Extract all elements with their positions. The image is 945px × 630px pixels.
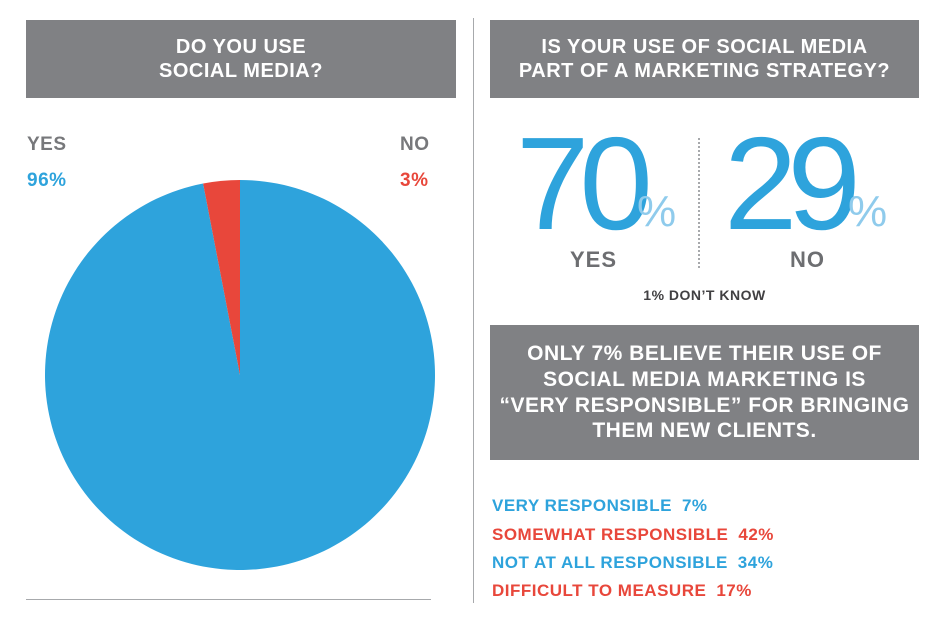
strategy-yes-percent-sign: %	[637, 187, 677, 236]
pie-no-label: NO	[400, 134, 430, 155]
responsibility-row-very: VERY RESPONSIBLE 7%	[492, 496, 708, 516]
note-line: ONLY 7% BELIEVE THEIR USE OF	[527, 342, 882, 366]
strategy-yes-number: 70	[516, 110, 653, 257]
strategy-no-number: 29	[724, 110, 861, 257]
responsibility-value: 7%	[681, 496, 708, 515]
note-line: “VERY RESPONSIBLE” FOR BRINGING	[499, 393, 910, 417]
responsibility-row-difficult: DIFFICULT TO MEASURE 17%	[492, 581, 752, 601]
question-line: DO YOU USE	[175, 35, 307, 58]
question-marketing-strategy-banner: IS YOUR USE OF SOCIAL MEDIA PART OF A MA…	[490, 20, 919, 98]
responsibility-label: DIFFICULT TO MEASURE	[492, 581, 707, 600]
responsibility-label: VERY RESPONSIBLE	[492, 496, 672, 515]
question-line: IS YOUR USE OF SOCIAL MEDIA	[541, 35, 868, 58]
pie-no-value: 3%	[400, 170, 429, 191]
strategy-no-percent-sign: %	[848, 187, 888, 236]
responsibility-label: NOT AT ALL RESPONSIBLE	[492, 553, 728, 572]
note-line: SOCIAL MEDIA MARKETING IS	[543, 367, 866, 391]
panel-divider	[473, 18, 474, 603]
responsibility-value: 34%	[737, 553, 774, 572]
strategy-yes-label: YES	[570, 247, 618, 272]
pie-yes-label: YES	[27, 134, 67, 155]
note-line: THEM NEW CLIENTS.	[592, 419, 817, 443]
responsibility-label: SOMEWHAT RESPONSIBLE	[492, 525, 729, 544]
dotted-divider	[698, 138, 700, 268]
responsibility-value: 17%	[716, 581, 752, 600]
strategy-no-label: NO	[790, 247, 825, 272]
bottom-divider	[26, 599, 431, 600]
question-line: SOCIAL MEDIA?	[159, 60, 323, 82]
responsibility-row-not-at-all: NOT AT ALL RESPONSIBLE 34%	[492, 553, 773, 573]
pie-yes-value: 96%	[27, 170, 67, 191]
question-line: PART OF A MARKETING STRATEGY?	[518, 60, 891, 82]
pie-slice-yes	[45, 180, 436, 571]
dont-know-note: 1% DON’T KNOW	[643, 287, 766, 303]
responsibility-note-banner: ONLY 7% BELIEVE THEIR USE OF SOCIAL MEDI…	[490, 325, 919, 460]
social-media-use-pie-chart	[45, 180, 436, 571]
pie-slice-no	[203, 180, 240, 375]
question-social-media-banner: DO YOU USE SOCIAL MEDIA?	[26, 20, 456, 98]
responsibility-row-somewhat: SOMEWHAT RESPONSIBLE 42%	[492, 525, 774, 545]
responsibility-value: 42%	[738, 525, 774, 544]
